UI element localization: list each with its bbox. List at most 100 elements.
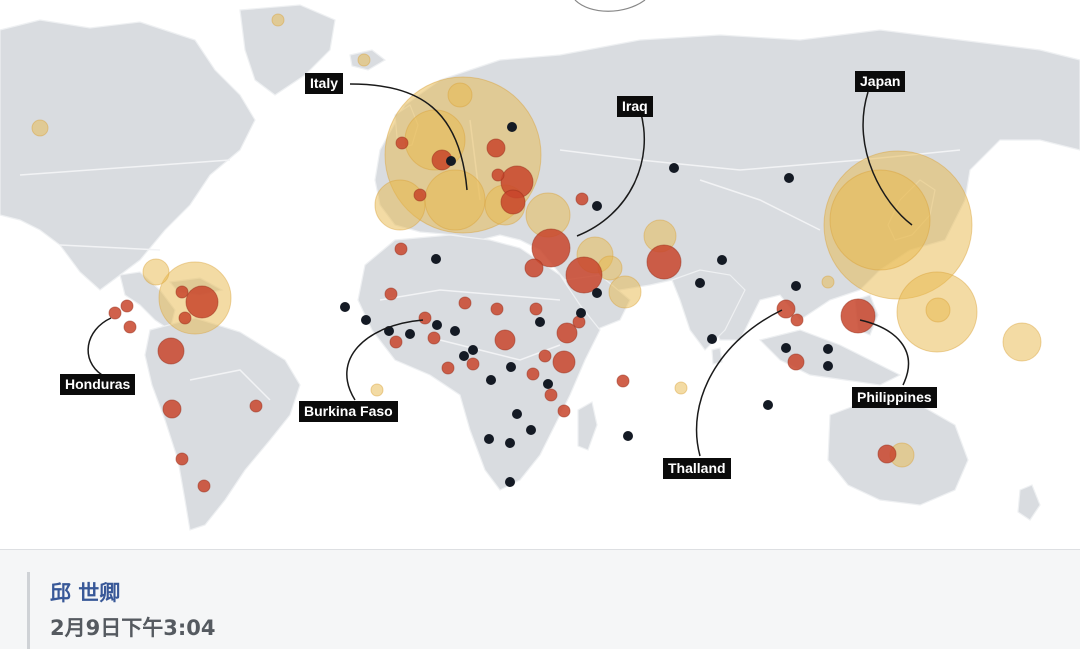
dot-africa-13 [512, 409, 522, 419]
dot-india-1 [695, 278, 705, 288]
dot-africa-2 [340, 302, 350, 312]
circle-africa-18 [441, 361, 455, 375]
circle-germany [486, 138, 506, 158]
circle-egypt [524, 258, 544, 278]
dot-europe-1 [446, 156, 456, 166]
circle-korea-inner [925, 297, 951, 323]
post-timestamp[interactable]: 2月9日下午3:04 [50, 616, 216, 640]
circle-caribbean-2 [175, 285, 189, 299]
leader-iraq [576, 109, 646, 237]
circle-africa-8 [557, 404, 571, 418]
leader-honduras [87, 317, 112, 376]
circle-europe-east [447, 82, 473, 108]
partial-circle-outline [574, 0, 646, 12]
border-brazil [189, 369, 271, 401]
dot-africa-16 [526, 425, 536, 435]
dot-india-3 [707, 334, 717, 344]
dot-africa-6 [432, 320, 442, 330]
dot-africa-14 [484, 434, 494, 444]
medium-circles [108, 136, 897, 493]
dot-africa-12 [543, 379, 553, 389]
circle-africa-16 [529, 302, 543, 316]
circle-europe-med-2 [413, 188, 427, 202]
circle-africa-12 [394, 242, 408, 256]
dot-africa-17 [505, 477, 515, 487]
author-name[interactable]: 邱 世卿 [50, 581, 121, 605]
circle-mideast-small [575, 192, 589, 206]
circle-honduras-2 [120, 299, 134, 313]
leader-japan [862, 91, 913, 226]
leader-italy [349, 83, 468, 191]
north-america-landmass [0, 19, 256, 291]
circle-africa-5 [538, 349, 552, 363]
small-dots [340, 122, 833, 487]
border-us-canada [19, 159, 231, 176]
circle-caribbean-3 [178, 311, 192, 325]
dot-africa-15 [505, 438, 515, 448]
circle-africa-west [370, 383, 384, 397]
dot-europe-2 [507, 122, 517, 132]
leader-burkina [346, 319, 424, 401]
circle-pakistan [646, 244, 682, 280]
dot-caucasus [592, 201, 602, 211]
circle-africa-7 [544, 388, 558, 402]
dot-sea-4 [763, 400, 773, 410]
dot-africa-5 [405, 329, 415, 339]
circle-thailand [776, 299, 796, 319]
map-label-burkina-faso: Burkina Faso [299, 401, 398, 422]
quote-bar [27, 572, 30, 649]
circle-hk [821, 275, 835, 289]
dot-africa-11 [486, 375, 496, 385]
circle-pacific [1002, 322, 1042, 362]
circle-mexico-small [142, 258, 170, 286]
border-us-mexico [59, 244, 161, 251]
circle-africa-6 [526, 367, 540, 381]
circle-europe-med-3 [491, 168, 505, 182]
map-label-italy: Italy [305, 73, 344, 94]
map-label-honduras: Honduras [60, 374, 136, 395]
dot-india-2 [717, 255, 727, 265]
dot-sea-1 [781, 343, 791, 353]
map-label-iraq: Iraq [617, 96, 653, 117]
circle-iceland [357, 53, 371, 67]
circle-venezuela [185, 285, 219, 319]
circle-africa-2 [556, 322, 578, 344]
leader-thailand [695, 309, 783, 457]
circle-africa-17 [389, 335, 403, 349]
post-footer: 邱 世卿 2月9日下午3:04 [0, 549, 1080, 649]
world-map: Italy Iraq Japan Honduras Burkina Faso T… [0, 0, 1080, 531]
dot-africa-18 [576, 308, 586, 318]
circle-greenland [271, 13, 285, 27]
map-label-philippines: Philippines [852, 387, 937, 408]
circle-africa-1 [494, 329, 516, 351]
circle-indian-ocean [674, 381, 688, 395]
new-zealand-landmass [1017, 484, 1041, 521]
dot-africa-8 [468, 345, 478, 355]
circle-turkey [531, 228, 571, 268]
leader-philippines [859, 319, 910, 386]
circle-chile-1 [175, 452, 189, 466]
dot-africa-9 [459, 351, 469, 361]
circle-honduras-3 [123, 320, 137, 334]
dot-africa-19 [535, 317, 545, 327]
circle-romania [500, 189, 526, 215]
circle-africa-4 [572, 315, 586, 329]
circle-indonesia [787, 353, 805, 371]
circle-philippines [840, 298, 876, 334]
circle-africa-3 [552, 350, 576, 374]
circle-brazil [249, 399, 263, 413]
circle-africa-10 [490, 302, 504, 316]
dot-africa-1 [431, 254, 441, 264]
dot-africa-20 [592, 288, 602, 298]
sri-lanka-landmass [711, 347, 723, 365]
dot-kazakh [669, 163, 679, 173]
dot-china-south [791, 281, 801, 291]
circle-uk [395, 136, 409, 150]
circle-africa-9 [458, 296, 472, 310]
circle-japan-inner [829, 169, 931, 271]
circle-canada [31, 119, 49, 137]
circle-peru [162, 399, 182, 419]
dot-indian-ocean [623, 431, 633, 441]
dot-africa-7 [450, 326, 460, 336]
leader-lines [87, 83, 913, 457]
